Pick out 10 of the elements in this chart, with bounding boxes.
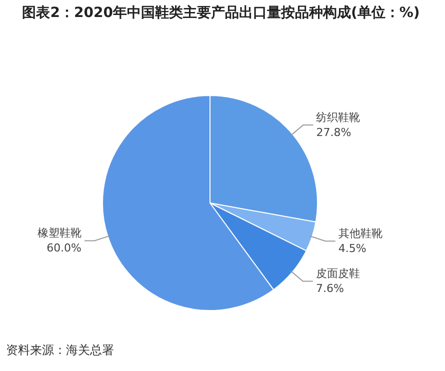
chart-title: 图表2：2020年中国鞋类主要产品出口量按品种构成(单位：%) xyxy=(21,4,421,23)
text: 资料来源：海关总署 xyxy=(6,342,114,359)
slice-label: 纺织鞋靴 xyxy=(316,110,360,124)
data-label: 4.5% xyxy=(338,242,366,255)
slice-label: 橡塑鞋靴 xyxy=(38,226,82,240)
data-label: 60.0% xyxy=(46,242,82,255)
slice-label: 皮面皮鞋 xyxy=(316,267,360,280)
data-label: 27.8% xyxy=(316,126,352,139)
slice-label: 其他鞋靴 xyxy=(338,226,382,240)
data-label: 7.6% xyxy=(316,282,344,296)
